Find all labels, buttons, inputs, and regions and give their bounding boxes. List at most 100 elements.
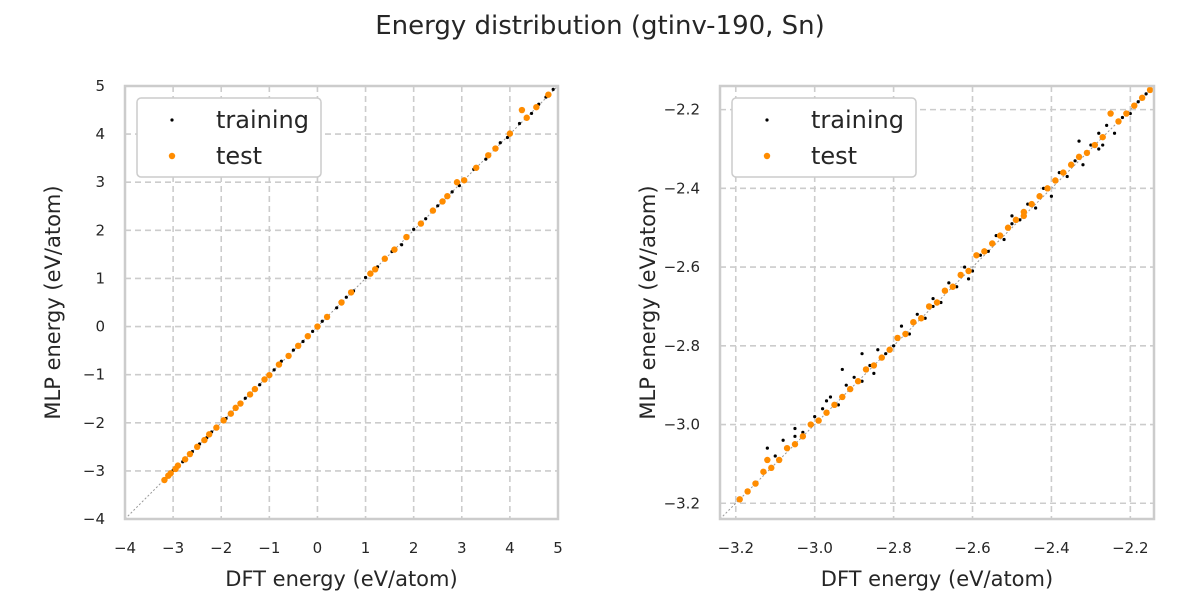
training-point [335,306,339,310]
test-point [439,198,446,205]
training-point [824,399,829,403]
training-point [424,217,428,221]
x-tick-label: 0 [313,539,323,557]
y-axis-label: MLP energy (eV/atom) [636,185,660,419]
x-tick-label: −2.8 [875,539,911,557]
x-tick-label: −4 [114,539,136,557]
training-point [1065,174,1069,179]
test-point [1075,153,1083,161]
test-point [894,334,901,342]
test-point [227,410,235,417]
training-point [517,121,522,126]
training-point [1057,171,1061,175]
legend: training test [136,97,322,178]
training-point [852,375,856,379]
training-point [947,281,951,285]
test-point [186,450,194,458]
test-point [973,252,980,259]
legend-marker-training [765,118,769,122]
training-point [1105,123,1109,127]
legend: training test [731,97,917,178]
training-point [1089,143,1093,147]
x-axis-label: DFT energy (eV/atom) [821,567,1053,591]
test-point [1020,208,1027,216]
training-point [966,277,971,281]
test-point [1107,110,1114,117]
test-point [266,371,273,379]
test-point [473,164,480,171]
test-point [201,436,208,444]
test-point [752,480,759,487]
test-point [1067,161,1075,168]
y-tick-label: 1 [95,269,105,287]
series-training [765,92,1148,458]
test-point [181,456,189,463]
test-point [847,385,854,393]
training-point [872,371,876,375]
test-point [338,299,345,306]
training-point [970,269,975,273]
test-point [213,424,220,431]
training-point [994,233,998,238]
test-point [347,289,355,296]
test-point [485,152,492,159]
training-point [272,368,276,372]
test-point [1123,110,1130,117]
training-point [844,383,848,387]
training-point [400,243,404,247]
test-point [304,332,312,340]
test-point [1146,86,1154,94]
test-point [1044,185,1051,192]
legend-marker-test [168,152,176,160]
data-layer [125,86,558,519]
training-point [484,157,488,161]
test-point [870,362,878,369]
data-layer [720,86,1154,519]
test-point [1131,102,1138,109]
training-point [978,253,983,257]
test-point [862,366,870,373]
training-point [436,204,440,208]
test-point [941,287,949,294]
test-point [285,352,292,360]
training-point [243,396,247,400]
y-tick-label: −4 [83,510,105,528]
test-point [205,431,213,438]
test-point [1028,200,1035,208]
legend-box [731,97,917,178]
training-point [765,446,769,450]
training-point [258,383,262,387]
x-tick-label: −2.6 [954,539,990,557]
training-point [801,430,805,434]
y-tick-label: −2.2 [664,101,700,119]
right-chart-panel: −3.2 −3.0 −2.8 −2.6 −2.4 −2.2 −3.2 −3.0 −2.8 −2.6… [636,84,1156,591]
training-point [773,454,777,458]
x-tick-label: −2.4 [1033,539,1069,557]
figure-title: Energy distribution (gtinv-190, Sn) [375,11,825,41]
test-point [902,330,909,338]
plot-frame [718,84,1156,521]
training-point [291,348,295,352]
series-test [161,91,552,484]
training-point [1077,139,1081,143]
test-point [1138,94,1146,102]
training-point [820,407,825,411]
y-tick-label: −2.8 [664,337,700,355]
y-tick-label: −2.4 [664,179,700,197]
test-point [246,391,254,398]
training-point [884,352,888,356]
training-point [955,285,959,289]
series-test [736,86,1154,503]
x-tick-label: 4 [505,539,515,557]
training-point [301,339,305,344]
y-tick-label: −3.2 [664,494,700,512]
test-point [925,303,933,310]
training-point [1136,100,1140,104]
test-point [807,421,814,428]
training-point [836,403,840,407]
test-point [533,103,540,111]
x-axis-label: DFT energy (eV/atom) [225,567,457,591]
test-point [381,255,388,262]
training-point [1041,186,1046,190]
training-point [840,367,844,372]
